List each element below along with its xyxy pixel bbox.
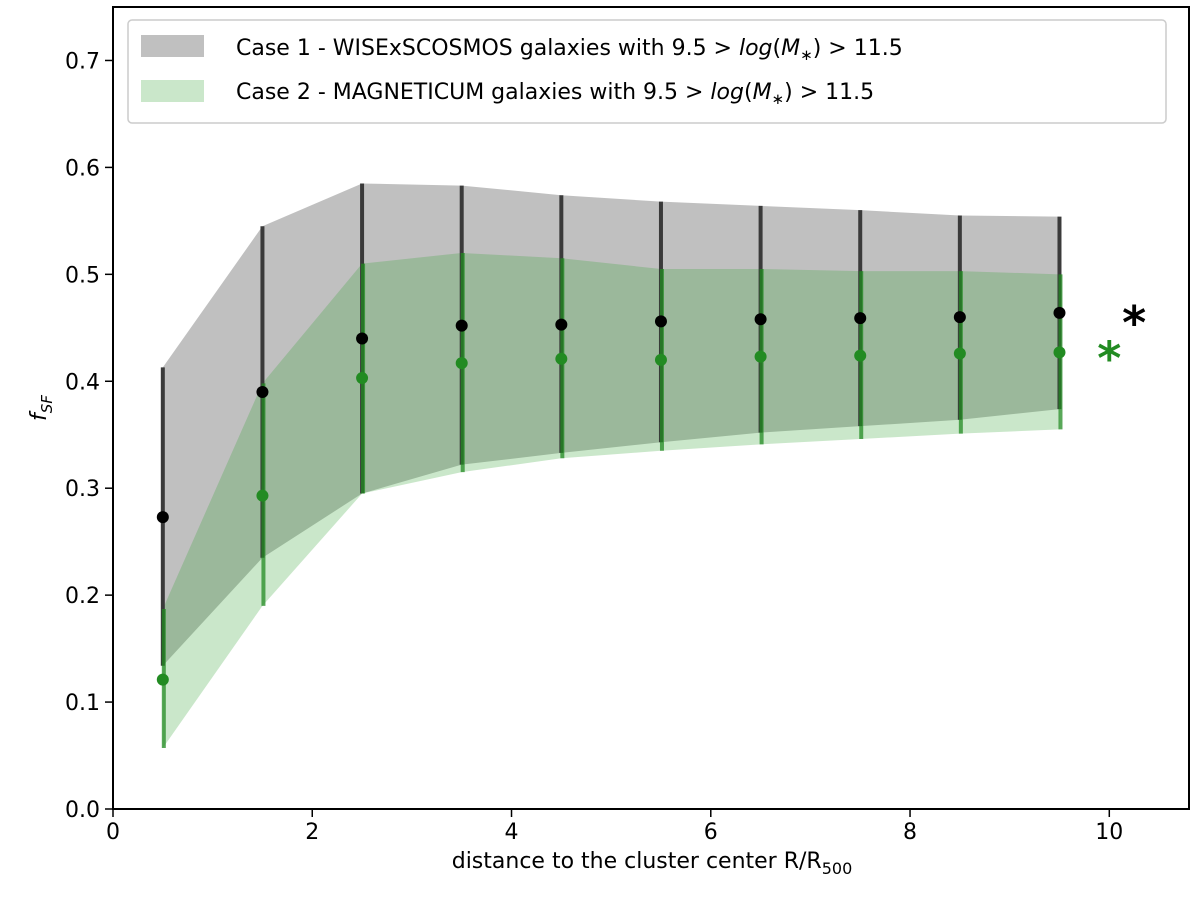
x-axis-label: distance to the cluster center R/R500 (452, 849, 853, 878)
data-point-series-2 (156, 673, 169, 686)
data-point-series-1 (356, 332, 369, 345)
data-point-series-1 (754, 313, 767, 326)
data-point-series-2 (754, 350, 767, 363)
data-point-series-2 (455, 357, 468, 370)
y-axis-ticks: 0.0 0.1 0.2 0.3 0.4 0.5 0.6 0.7 (65, 49, 113, 823)
x-tick-label: 2 (305, 820, 319, 845)
plot-frame (112, 6, 1190, 810)
legend-label-case-1: Case 1 - WISExSCOSMOS galaxies with 9.5 … (236, 36, 903, 64)
y-tick-label: 0.6 (65, 156, 100, 181)
x-tick-label: 0 (106, 820, 120, 845)
data-point-series-1 (256, 385, 269, 398)
data-point-series-2 (854, 349, 867, 362)
y-tick-label: 0.7 (65, 49, 100, 74)
x-axis-label-main: distance to the cluster center R/R (452, 849, 822, 874)
data-point-series-1 (953, 311, 966, 324)
x-axis-ticks: 0 2 4 6 8 10 (106, 809, 1123, 845)
data-point-series-1 (654, 315, 667, 328)
y-tick-label: 0.3 (65, 477, 100, 502)
data-point-series-1 (156, 511, 169, 524)
x-axis-label-sub: 500 (822, 859, 853, 878)
y-axis-label-main: f (27, 410, 52, 421)
data-point-series-2 (1053, 346, 1066, 359)
x-tick-label: 8 (903, 820, 917, 845)
data-point-series-2 (953, 347, 966, 360)
data-point-series-1 (555, 318, 568, 331)
data-points (156, 306, 1066, 686)
legend-label-case-2: Case 2 - MAGNETICUM galaxies with 9.5 > … (236, 80, 874, 108)
confidence-bands (162, 183, 1060, 749)
total-marker-series-1: * (1122, 296, 1146, 350)
x-tick-label: 4 (505, 820, 519, 845)
data-point-series-1 (854, 312, 867, 325)
data-point-series-2 (555, 352, 568, 365)
y-tick-label: 0.4 (65, 370, 100, 395)
legend-swatch-case-2 (141, 80, 204, 102)
legend-box (127, 19, 1167, 124)
total-marker-series-2: * (1097, 331, 1121, 385)
y-tick-label: 0.2 (65, 584, 100, 609)
y-tick-label: 0.5 (65, 263, 100, 288)
data-point-series-2 (654, 353, 667, 366)
x-tick-label: 6 (704, 820, 718, 845)
legend: Case 1 - WISExSCOSMOS galaxies with 9.5 … (127, 19, 1167, 124)
y-axis-label-sub: SF (38, 395, 56, 414)
band-series-2 (162, 252, 1060, 749)
data-point-series-2 (256, 489, 269, 502)
legend-swatch-case-1 (141, 35, 204, 57)
band-series-1 (162, 183, 1060, 666)
total-markers: ** (1097, 296, 1146, 385)
y-tick-label: 0.0 (65, 798, 100, 823)
data-point-series-1 (455, 319, 468, 332)
y-tick-label: 0.1 (65, 691, 100, 716)
x-tick-label: 10 (1095, 820, 1123, 845)
y-axis-label: fSF (27, 395, 56, 421)
data-point-series-1 (1053, 306, 1066, 319)
data-point-series-2 (356, 372, 369, 385)
